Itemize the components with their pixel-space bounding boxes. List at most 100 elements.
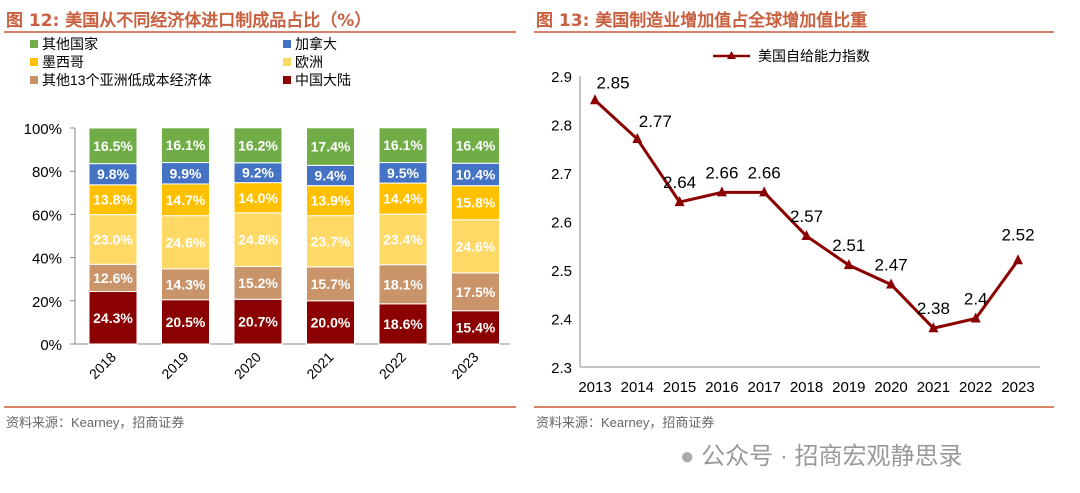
bar-segment [88,184,138,216]
legend-swatch [283,58,291,66]
legend-label: 其他13个亚洲低成本经济体 [42,72,212,88]
data-label: 14.7% [166,192,206,208]
title-rule [534,31,1054,33]
data-label: 2.4 [964,290,988,309]
legend-swatch [283,40,291,48]
x-tick-label: 2018 [86,349,119,382]
y-tick-label: 2.5 [551,263,572,280]
y-tick-label: 0% [40,337,62,354]
y-tick-label: 40% [32,251,62,268]
legend-label: 墨西哥 [42,54,84,70]
y-tick-label: 2.7 [551,166,572,183]
data-label: 16.1% [383,137,423,153]
data-label: 9.4% [315,168,347,184]
data-point [801,230,812,241]
data-label: 15.2% [238,275,278,291]
legend-label: 欧洲 [295,54,323,70]
data-label: 24.8% [238,232,278,248]
data-label: 2.38 [917,299,950,318]
x-tick-label: 2013 [578,379,611,396]
data-point [970,312,981,323]
legend-label: 中国大陆 [295,72,351,88]
data-label: 9.8% [97,166,129,182]
data-label: 17.5% [456,284,496,300]
x-tick-label: 2019 [832,379,865,396]
legend-label: 美国自给能力指数 [758,48,870,64]
data-label: 23.4% [383,231,423,247]
data-label: 2.85 [596,73,629,92]
data-label: 18.6% [383,316,423,332]
y-tick-label: 60% [32,207,62,224]
data-label: 2.64 [663,173,696,192]
x-tick-label: 2021 [303,349,336,382]
legend-label: 加拿大 [295,36,337,52]
bottom-rule [534,406,1054,408]
data-label: 18.1% [383,276,423,292]
x-tick-label: 2022 [959,379,992,396]
data-label: 2.66 [705,163,738,182]
x-tick-label: 2017 [748,379,781,396]
bar-segment [161,299,210,345]
x-tick-label: 2015 [663,379,696,396]
bar-segment [378,264,428,305]
data-point [1013,254,1023,265]
data-label: 9.2% [242,165,274,181]
data-label: 23.7% [311,233,351,249]
data-label: 13.8% [93,192,133,208]
legend-label: 其他国家 [42,36,98,52]
y-tick-label: 2.3 [551,360,572,377]
data-label: 16.1% [166,137,206,153]
x-tick-label: 2018 [790,379,823,396]
data-point [886,278,897,289]
bar-segment [88,127,138,165]
data-label: 10.4% [456,166,496,182]
bottom-rule [4,406,516,408]
legend-swatch [30,40,38,48]
data-label: 24.6% [456,238,496,254]
title-rule [4,31,516,33]
data-point [590,94,600,105]
x-tick-label: 2016 [705,379,738,396]
y-tick-label: 2.4 [551,312,572,329]
data-label: 23.0% [93,231,133,247]
data-point [632,133,643,144]
x-tick-label: 2020 [231,349,264,382]
bar-segment [306,215,355,268]
x-tick-label: 2023 [1001,379,1034,396]
data-label: 14.3% [166,276,206,292]
data-label: 15.4% [456,319,496,335]
legend-swatch [30,58,38,66]
chart-13-title: 图 13: 美国制造业增加值占全球增加值比重 [536,11,868,31]
data-label: 20.7% [238,314,278,330]
data-label: 16.2% [238,137,278,153]
y-tick-label: 2.6 [551,215,572,232]
y-tick-label: 20% [32,294,62,311]
legend-swatch [30,76,38,84]
bar-segment [88,214,138,265]
bar-segment [233,265,283,300]
data-label: 13.9% [311,193,351,209]
data-label: 12.6% [93,270,133,286]
bar-segment [233,182,283,214]
watermark: ● 公众号 · 招商宏观静思录 [680,436,963,471]
y-tick-label: 2.8 [551,118,572,135]
data-label: 24.3% [93,310,133,326]
data-label: 2.77 [639,112,672,131]
data-label: 20.0% [311,314,351,330]
y-tick-label: 100% [24,121,62,138]
x-tick-label: 2020 [874,379,907,396]
data-label: 15.8% [456,195,496,211]
legend-swatch [283,76,291,84]
x-tick-label: 2023 [448,349,481,382]
data-label: 2.52 [1001,225,1034,244]
legend-marker [727,51,736,59]
data-label: 2.66 [748,163,781,182]
data-label: 20.5% [166,314,206,330]
bar-segment [233,212,283,267]
data-point [674,196,685,207]
bar-segment [378,213,428,266]
data-label: 9.9% [170,165,202,181]
data-point [843,259,854,270]
data-point [759,186,770,197]
